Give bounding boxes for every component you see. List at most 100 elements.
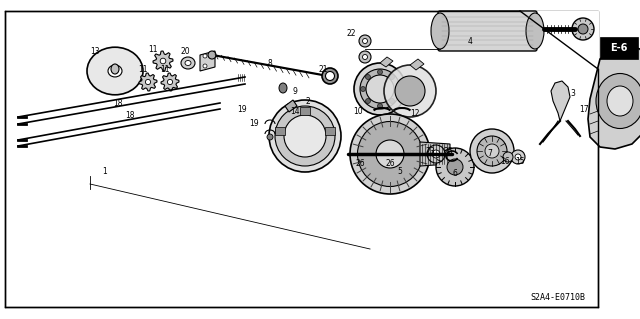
Ellipse shape	[572, 18, 594, 40]
Ellipse shape	[87, 47, 143, 95]
Ellipse shape	[447, 159, 463, 175]
Text: 26: 26	[355, 160, 365, 168]
Ellipse shape	[515, 154, 521, 160]
Text: 19: 19	[249, 120, 259, 129]
Text: 23: 23	[425, 146, 435, 155]
Ellipse shape	[284, 115, 326, 157]
Polygon shape	[520, 11, 598, 69]
Ellipse shape	[185, 61, 191, 65]
FancyBboxPatch shape	[438, 11, 537, 51]
Ellipse shape	[432, 150, 440, 158]
Text: 1: 1	[102, 167, 108, 175]
Text: 10: 10	[353, 107, 363, 115]
Ellipse shape	[111, 64, 119, 74]
Ellipse shape	[350, 114, 430, 194]
Text: 12: 12	[410, 109, 420, 118]
Text: E-6: E-6	[611, 43, 628, 53]
Text: 7: 7	[488, 150, 492, 159]
Ellipse shape	[436, 148, 474, 186]
Text: 6: 6	[452, 169, 458, 179]
Circle shape	[267, 134, 273, 140]
Circle shape	[390, 99, 394, 104]
Ellipse shape	[596, 73, 640, 129]
Text: 26: 26	[385, 160, 395, 168]
Circle shape	[203, 54, 207, 58]
Text: 15: 15	[515, 157, 525, 166]
Ellipse shape	[326, 71, 335, 80]
Ellipse shape	[470, 129, 514, 173]
Bar	[600, 37, 638, 59]
Polygon shape	[551, 81, 570, 121]
Ellipse shape	[384, 65, 436, 117]
Text: 13: 13	[90, 48, 100, 56]
Circle shape	[145, 79, 150, 85]
Polygon shape	[153, 51, 173, 71]
Text: 11: 11	[138, 64, 148, 73]
Text: 17: 17	[579, 105, 589, 114]
Polygon shape	[161, 73, 179, 91]
Polygon shape	[420, 142, 450, 166]
Circle shape	[390, 74, 394, 79]
Circle shape	[203, 64, 207, 68]
Text: 9: 9	[292, 86, 298, 95]
Polygon shape	[588, 44, 640, 149]
Bar	[275, 127, 285, 135]
Circle shape	[160, 58, 166, 64]
Circle shape	[365, 99, 371, 104]
Ellipse shape	[358, 122, 422, 187]
Circle shape	[168, 79, 173, 85]
Text: 3: 3	[571, 90, 575, 99]
Ellipse shape	[269, 100, 341, 172]
Ellipse shape	[359, 51, 371, 63]
Ellipse shape	[607, 86, 633, 116]
Circle shape	[360, 86, 365, 92]
Text: 22: 22	[346, 29, 356, 39]
Polygon shape	[380, 57, 393, 67]
Text: 2: 2	[306, 97, 310, 106]
Ellipse shape	[181, 57, 195, 69]
Polygon shape	[410, 59, 424, 70]
Polygon shape	[285, 100, 297, 112]
Circle shape	[394, 86, 399, 92]
Bar	[324, 127, 335, 135]
Text: 25: 25	[443, 146, 453, 155]
Text: 19: 19	[237, 105, 247, 114]
Ellipse shape	[477, 136, 507, 166]
Polygon shape	[139, 73, 157, 91]
Ellipse shape	[427, 145, 445, 163]
Ellipse shape	[362, 39, 367, 43]
Text: 16: 16	[500, 157, 510, 166]
Polygon shape	[200, 51, 215, 71]
Ellipse shape	[578, 24, 588, 34]
Ellipse shape	[485, 144, 499, 158]
Ellipse shape	[511, 150, 525, 164]
Ellipse shape	[108, 65, 122, 77]
Text: 21: 21	[318, 64, 328, 73]
Text: 11: 11	[160, 64, 170, 73]
Text: 8: 8	[268, 60, 273, 69]
Ellipse shape	[376, 140, 404, 168]
Ellipse shape	[322, 68, 338, 84]
Text: 5: 5	[397, 167, 403, 175]
Ellipse shape	[395, 76, 425, 106]
Text: 20: 20	[180, 47, 190, 56]
Ellipse shape	[366, 75, 394, 103]
Polygon shape	[210, 54, 325, 76]
Text: 18: 18	[113, 99, 123, 108]
Ellipse shape	[360, 69, 400, 109]
Ellipse shape	[431, 13, 449, 49]
Text: S2A4-E0710B: S2A4-E0710B	[530, 293, 585, 301]
Text: 11: 11	[148, 44, 157, 54]
Circle shape	[378, 70, 383, 75]
Ellipse shape	[359, 35, 371, 47]
Bar	[300, 107, 310, 115]
Text: 4: 4	[468, 36, 472, 46]
Ellipse shape	[208, 51, 216, 59]
Ellipse shape	[275, 106, 335, 166]
Ellipse shape	[279, 83, 287, 93]
Circle shape	[365, 74, 371, 79]
Text: 18: 18	[125, 112, 135, 121]
Ellipse shape	[503, 152, 513, 162]
Circle shape	[378, 103, 383, 108]
Ellipse shape	[354, 63, 406, 115]
